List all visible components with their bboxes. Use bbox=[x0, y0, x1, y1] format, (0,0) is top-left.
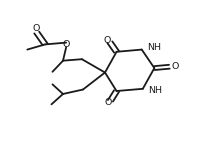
Text: NH: NH bbox=[147, 43, 161, 52]
Text: O: O bbox=[104, 36, 111, 45]
Text: NH: NH bbox=[148, 86, 162, 95]
Text: O: O bbox=[63, 40, 70, 49]
Text: O: O bbox=[32, 24, 39, 33]
Text: O: O bbox=[104, 98, 112, 107]
Text: O: O bbox=[172, 62, 179, 71]
